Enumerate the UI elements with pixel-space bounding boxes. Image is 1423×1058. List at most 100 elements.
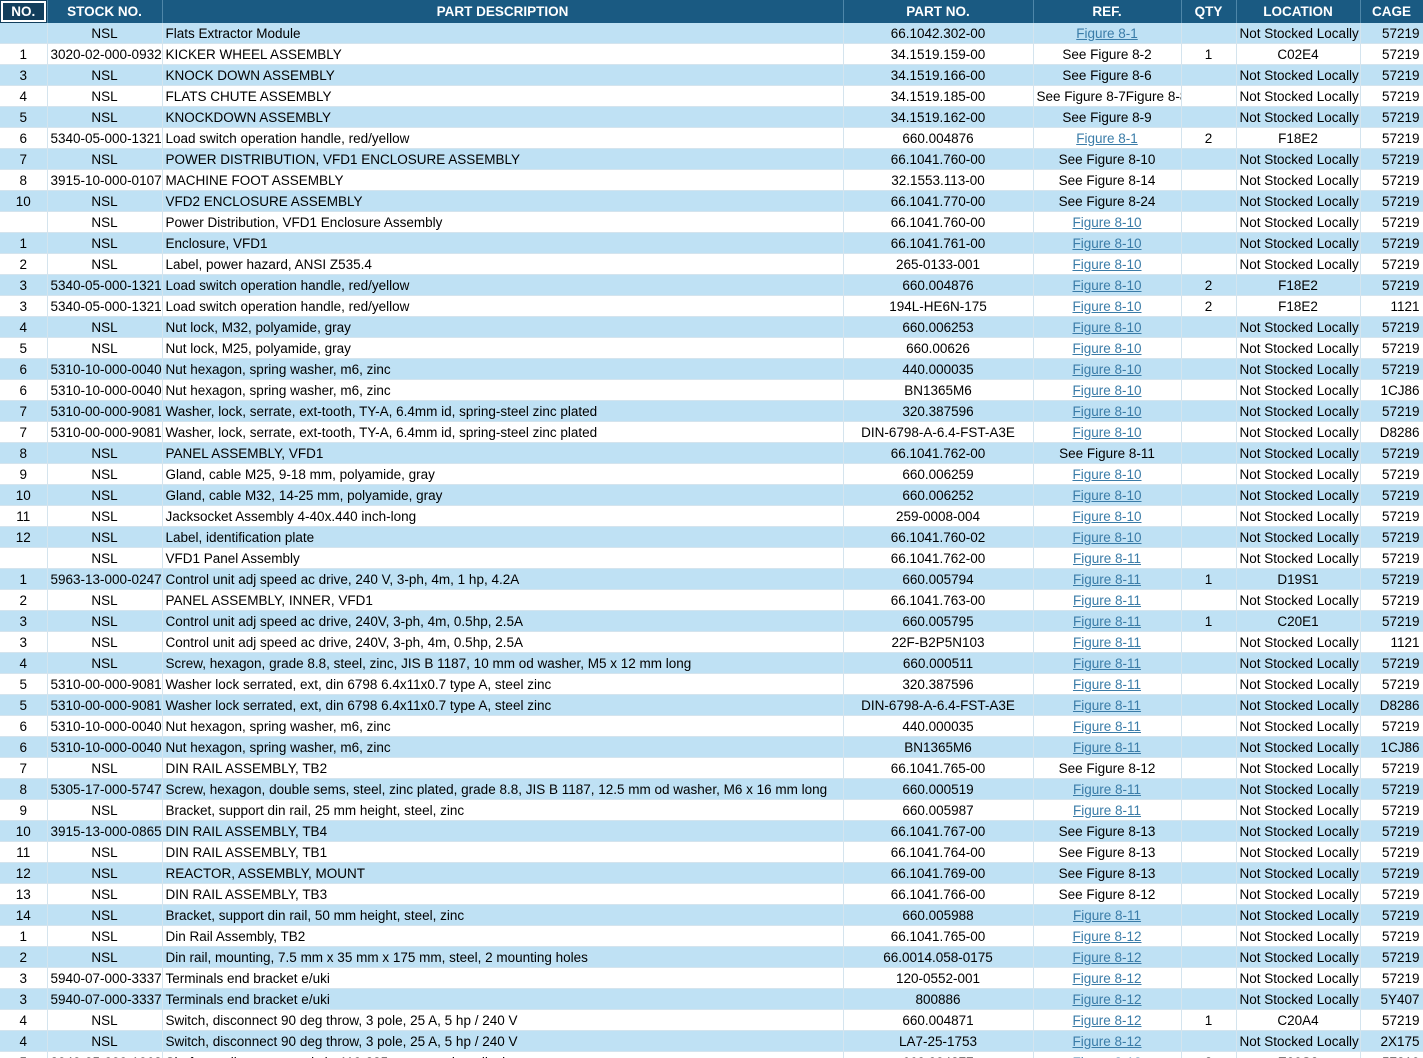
figure-link[interactable]: Figure 8-12 bbox=[1072, 970, 1142, 986]
cell-no[interactable]: 10 bbox=[0, 190, 48, 212]
cell-part-description[interactable]: REACTOR, ASSEMBLY, MOUNT bbox=[162, 862, 844, 884]
cell-stock-no[interactable]: 5340-05-000-1321 bbox=[47, 127, 163, 149]
cell-qty[interactable] bbox=[1181, 253, 1237, 275]
cell-location[interactable]: Not Stocked Locally bbox=[1236, 925, 1361, 947]
cell-stock-no[interactable]: NSL bbox=[47, 190, 163, 212]
cell-no[interactable]: 3 bbox=[0, 295, 48, 317]
cell-qty[interactable] bbox=[1181, 64, 1237, 86]
cell-stock-no[interactable]: NSL bbox=[47, 505, 163, 527]
cell-cage[interactable]: 57219 bbox=[1360, 337, 1423, 359]
cell-no[interactable]: 4 bbox=[0, 1009, 48, 1031]
cell-no[interactable]: 6 bbox=[0, 379, 48, 401]
cell-part-no[interactable]: DIN-6798-A-6.4-FST-A3E bbox=[843, 694, 1034, 716]
cell-no[interactable] bbox=[0, 23, 48, 44]
cell-stock-no[interactable]: NSL bbox=[47, 106, 163, 128]
cell-cage[interactable]: 57219 bbox=[1360, 946, 1423, 968]
cell-cage[interactable]: 57219 bbox=[1360, 505, 1423, 527]
cell-cage[interactable]: 57219 bbox=[1360, 589, 1423, 611]
figure-link[interactable]: Figure 8-10 bbox=[1072, 277, 1142, 293]
cell-part-no[interactable]: 660.004877 bbox=[843, 1051, 1034, 1058]
cell-qty[interactable]: 1 bbox=[1181, 1009, 1237, 1031]
figure-link[interactable]: Figure 8-10 bbox=[1072, 466, 1142, 482]
cell-part-no[interactable]: 66.1041.762-00 bbox=[843, 442, 1034, 464]
cell-qty[interactable] bbox=[1181, 904, 1237, 926]
cell-ref[interactable]: Figure 8-1 bbox=[1033, 23, 1182, 44]
cell-location[interactable]: Not Stocked Locally bbox=[1236, 715, 1361, 737]
cell-stock-no[interactable]: NSL bbox=[47, 253, 163, 275]
figure-link[interactable]: Figure 8-10 bbox=[1072, 214, 1142, 230]
cell-cage[interactable]: 57219 bbox=[1360, 358, 1423, 380]
cell-no[interactable]: 12 bbox=[0, 862, 48, 884]
cell-part-description[interactable]: Washer lock serrated, ext, din 6798 6.4x… bbox=[162, 673, 844, 695]
cell-location[interactable]: Not Stocked Locally bbox=[1236, 967, 1361, 989]
figure-link[interactable]: Figure 8-11 bbox=[1072, 718, 1142, 734]
cell-location[interactable]: Not Stocked Locally bbox=[1236, 358, 1361, 380]
cell-qty[interactable] bbox=[1181, 358, 1237, 380]
cell-ref[interactable]: Figure 8-10 bbox=[1033, 358, 1182, 380]
cell-cage[interactable]: 57219 bbox=[1360, 148, 1423, 170]
cell-qty[interactable] bbox=[1181, 820, 1237, 842]
cell-cage[interactable]: D8286 bbox=[1360, 694, 1423, 716]
cell-ref[interactable]: Figure 8-1 bbox=[1033, 127, 1182, 149]
cell-stock-no[interactable]: NSL bbox=[47, 526, 163, 548]
cell-qty[interactable] bbox=[1181, 232, 1237, 254]
cell-part-description[interactable]: POWER DISTRIBUTION, VFD1 ENCLOSURE ASSEM… bbox=[162, 148, 844, 170]
cell-no[interactable]: 5 bbox=[0, 1051, 48, 1058]
figure-link[interactable]: Figure 8-10 bbox=[1072, 256, 1142, 272]
cell-ref[interactable]: Figure 8-11 bbox=[1033, 736, 1182, 758]
cell-part-no[interactable]: 34.1519.162-00 bbox=[843, 106, 1034, 128]
cell-part-no[interactable]: 22F-B2P5N103 bbox=[843, 631, 1034, 653]
cell-location[interactable]: Not Stocked Locally bbox=[1236, 484, 1361, 506]
cell-part-description[interactable]: Gland, cable M25, 9-18 mm, polyamide, gr… bbox=[162, 463, 844, 485]
cell-location[interactable]: Not Stocked Locally bbox=[1236, 148, 1361, 170]
cell-no[interactable]: 3 bbox=[0, 64, 48, 86]
cell-qty[interactable] bbox=[1181, 631, 1237, 653]
cell-qty[interactable] bbox=[1181, 379, 1237, 401]
cell-part-no[interactable]: 660.005794 bbox=[843, 568, 1034, 590]
cell-qty[interactable] bbox=[1181, 652, 1237, 674]
cell-part-description[interactable]: DIN RAIL ASSEMBLY, TB2 bbox=[162, 757, 844, 779]
cell-no[interactable]: 4 bbox=[0, 316, 48, 338]
cell-no[interactable]: 8 bbox=[0, 169, 48, 191]
cell-no[interactable]: 6 bbox=[0, 715, 48, 737]
cell-location[interactable]: Not Stocked Locally bbox=[1236, 463, 1361, 485]
cell-cage[interactable]: 57219 bbox=[1360, 106, 1423, 128]
cell-part-no[interactable]: DIN-6798-A-6.4-FST-A3E bbox=[843, 421, 1034, 443]
header-part-description[interactable]: PART DESCRIPTION bbox=[162, 0, 844, 23]
cell-stock-no[interactable]: NSL bbox=[47, 589, 163, 611]
cell-no[interactable]: 7 bbox=[0, 400, 48, 422]
cell-ref[interactable]: Figure 8-10 bbox=[1033, 484, 1182, 506]
figure-link[interactable]: Figure 8-12 bbox=[1072, 1033, 1142, 1049]
cell-cage[interactable]: 57219 bbox=[1360, 820, 1423, 842]
cell-qty[interactable] bbox=[1181, 841, 1237, 863]
cell-part-no[interactable]: 320.387596 bbox=[843, 673, 1034, 695]
cell-location[interactable]: D19S1 bbox=[1236, 568, 1361, 590]
cell-no[interactable]: 1 bbox=[0, 925, 48, 947]
cell-cage[interactable]: 57219 bbox=[1360, 400, 1423, 422]
cell-qty[interactable] bbox=[1181, 694, 1237, 716]
cell-location[interactable]: Not Stocked Locally bbox=[1236, 64, 1361, 86]
cell-no[interactable]: 10 bbox=[0, 820, 48, 842]
cell-part-description[interactable]: Flats Extractor Module bbox=[162, 23, 844, 44]
figure-link[interactable]: Figure 8-10 bbox=[1072, 340, 1142, 356]
cell-qty[interactable] bbox=[1181, 778, 1237, 800]
cell-location[interactable]: Not Stocked Locally bbox=[1236, 946, 1361, 968]
cell-qty[interactable]: 1 bbox=[1181, 43, 1237, 65]
cell-part-no[interactable]: 66.1041.761-00 bbox=[843, 232, 1034, 254]
cell-qty[interactable] bbox=[1181, 547, 1237, 569]
cell-no[interactable]: 2 bbox=[0, 253, 48, 275]
cell-stock-no[interactable]: NSL bbox=[47, 946, 163, 968]
cell-qty[interactable] bbox=[1181, 316, 1237, 338]
cell-location[interactable]: Not Stocked Locally bbox=[1236, 547, 1361, 569]
cell-cage[interactable]: 57219 bbox=[1360, 652, 1423, 674]
cell-qty[interactable] bbox=[1181, 883, 1237, 905]
cell-qty[interactable]: 1 bbox=[1181, 568, 1237, 590]
cell-ref[interactable]: Figure 8-11 bbox=[1033, 778, 1182, 800]
cell-location[interactable]: Not Stocked Locally bbox=[1236, 778, 1361, 800]
cell-ref[interactable]: See Figure 8-12 bbox=[1033, 757, 1182, 779]
cell-ref[interactable]: Figure 8-12 bbox=[1033, 967, 1182, 989]
cell-cage[interactable]: 57219 bbox=[1360, 568, 1423, 590]
cell-part-description[interactable]: Shaft ext, disconnect switch, 110-235 mm… bbox=[162, 1051, 844, 1058]
cell-ref[interactable]: See Figure 8-13 bbox=[1033, 820, 1182, 842]
cell-no[interactable] bbox=[0, 211, 48, 233]
